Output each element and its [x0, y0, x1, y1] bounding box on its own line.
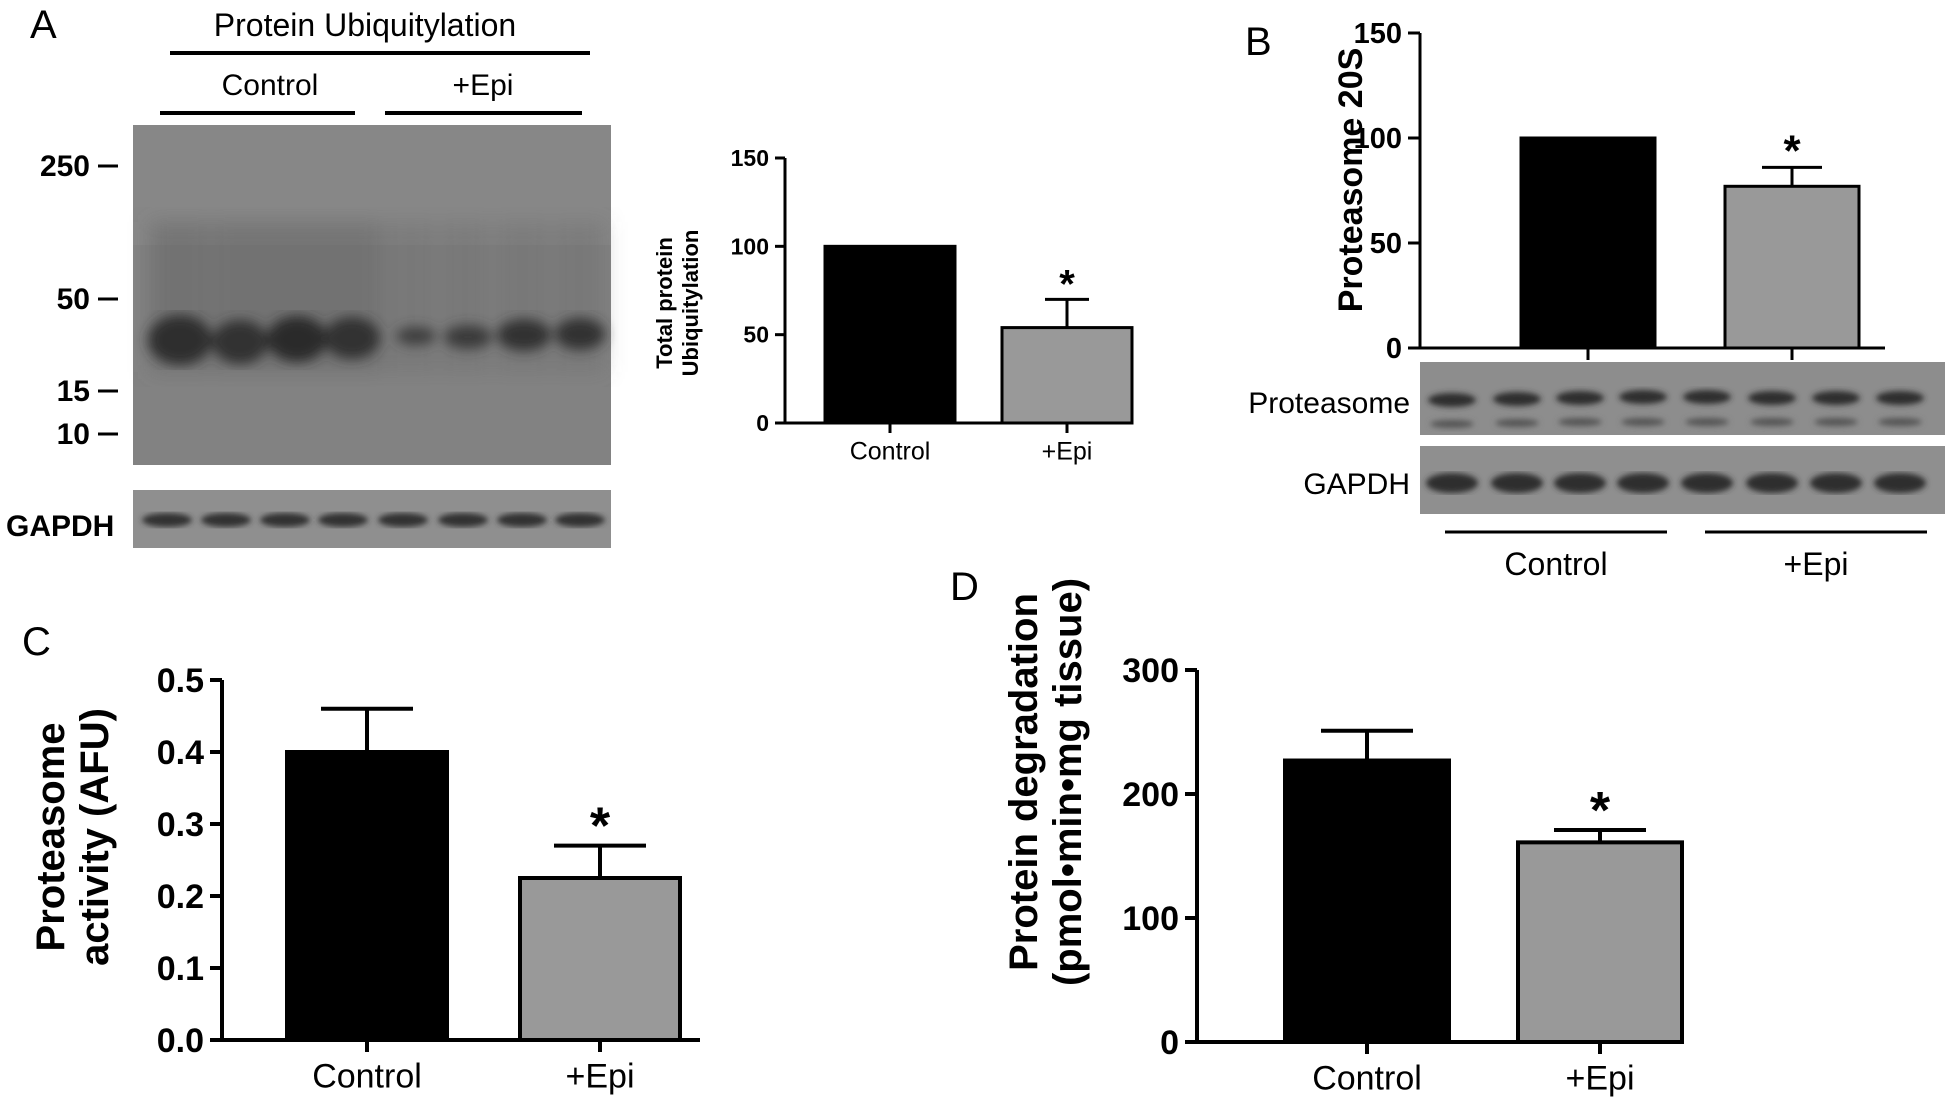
ubiquitylation-blot-title: Protein Ubiquitylation — [214, 7, 516, 43]
proteasome-blot — [1420, 362, 1945, 435]
ubiquitylation-y-axis-label-line2: Ubiquitylation — [678, 230, 703, 377]
proteasome-20s-y-tick-label: 50 — [1370, 228, 1402, 260]
ubiquitylation-y-axis-label-line1: Total protein — [652, 237, 677, 369]
proteasome-activity-significance-star: * — [590, 798, 611, 856]
proteasome-activity-y-tick-label: 0.3 — [157, 806, 204, 844]
ubiquitylation-bar-control — [823, 244, 957, 425]
proteasome-20s-y-tick-label: 100 — [1354, 123, 1402, 155]
activity-y-axis-label-line1: Proteasome — [29, 723, 73, 952]
mw-marker-15: 15 — [57, 375, 90, 408]
proteasome-activity-y-tick-label: 0.0 — [157, 1022, 204, 1060]
protein-degradation-x-tick-label: +Epi — [1566, 1060, 1635, 1098]
gapdh-blot-a — [133, 490, 611, 548]
mw-marker-50: 50 — [57, 283, 90, 316]
protein-degradation-bar-control — [1283, 758, 1451, 1045]
blot-a-epi-label: +Epi — [453, 69, 514, 102]
proteasome-20s-y-axis-label: Proteasome 20S — [1332, 48, 1370, 313]
protein-degradation-bar-epi — [1516, 840, 1684, 1044]
proteasome-activity-y-tick-label: 0.4 — [157, 734, 204, 772]
ubiquitylation-y-tick-label: 100 — [731, 233, 769, 259]
panel-c-letter: C — [22, 620, 51, 664]
ubiquitylation-x-tick-label: Control — [850, 437, 931, 465]
proteasome-20s-y-tick-label: 150 — [1354, 18, 1402, 50]
panel-b: B Proteasome 20S 0 50 100 150 Control +Epi * — [1245, 18, 1945, 582]
protein-degradation-y-tick-label: 100 — [1122, 900, 1179, 938]
panel-b-letter: B — [1245, 20, 1272, 64]
mw-marker-250: 250 — [40, 150, 90, 183]
proteasome-20s-bar-epi — [1723, 184, 1861, 350]
gapdh-blot-b — [1420, 446, 1945, 514]
protein-degradation-significance-star: * — [1590, 782, 1611, 840]
proteasome-activity-bar-control — [285, 750, 449, 1042]
protein-degradation-bar-chart: Protein degradation (pmol•min•mg tissue)… — [1002, 578, 1684, 1098]
ubiquitylation-bar-chart: Total protein Ubiquitylation 0 50 100 150 Co… — [652, 145, 1134, 465]
ubiquitylation-y-tick-label: 50 — [743, 322, 769, 348]
protein-degradation-y-tick-label: 200 — [1122, 776, 1179, 814]
proteasome-activity-bar-epi — [518, 876, 682, 1042]
protein-degradation-y-tick-label: 300 — [1122, 652, 1179, 690]
mw-markers: 250 50 15 10 — [40, 150, 118, 451]
proteasome-activity-bar-chart: Proteasome activity (AFU) 0.0 0.1 0.2 0.3 0.… — [29, 662, 700, 1096]
proteasome-activity-x-tick-label: Control — [312, 1058, 422, 1096]
blot-b-epi-label: +Epi — [1784, 546, 1849, 582]
proteasome-activity-y-tick-label: 0.1 — [157, 950, 204, 988]
proteasome-20s-y-tick-label: 0 — [1386, 333, 1402, 365]
proteasome-activity-y-tick-label: 0.2 — [157, 878, 204, 916]
degradation-y-axis-label-line1: Protein degradation — [1002, 593, 1046, 971]
ubiquitylation-bar-epi — [1000, 326, 1134, 425]
ubiquitylation-significance-star: * — [1059, 262, 1075, 306]
panel-c: C Proteasome activity (AFU) 0.0 0.1 0.2 0.3… — [22, 620, 700, 1096]
panel-d: D Protein degradation (pmol•min•mg tissu… — [950, 565, 1684, 1098]
gapdh-label-b: GAPDH — [1303, 468, 1410, 501]
ubiquitylation-x-tick-label: +Epi — [1042, 437, 1093, 465]
proteasome-20s-bar-control — [1519, 136, 1657, 350]
ubiquitylation-blot-image — [133, 125, 611, 465]
panel-a-letter: A — [30, 3, 57, 47]
proteasome-band-label: Proteasome — [1248, 387, 1410, 420]
activity-y-axis-label-line2: activity (AFU) — [73, 708, 117, 966]
blot-a-control-label: Control — [222, 69, 319, 102]
blot-b-control-label: Control — [1504, 546, 1607, 582]
mw-marker-10: 10 — [57, 418, 90, 451]
protein-degradation-y-tick-label: 0 — [1160, 1024, 1179, 1062]
degradation-y-axis-label-line2: (pmol•min•mg tissue) — [1046, 578, 1090, 986]
gapdh-label-a: GAPDH — [6, 510, 114, 543]
ubiquitylation-y-tick-label: 0 — [756, 410, 769, 436]
proteasome-activity-x-tick-label: +Epi — [566, 1058, 635, 1096]
protein-degradation-x-tick-label: Control — [1312, 1060, 1422, 1098]
proteasome-20s-significance-star: * — [1783, 126, 1801, 175]
proteasome-activity-y-tick-label: 0.5 — [157, 662, 204, 700]
panel-a: A Protein Ubiquitylation Control +Epi — [6, 3, 1134, 548]
ubiquitylation-y-tick-label: 150 — [731, 145, 769, 171]
panel-d-letter: D — [950, 565, 979, 609]
